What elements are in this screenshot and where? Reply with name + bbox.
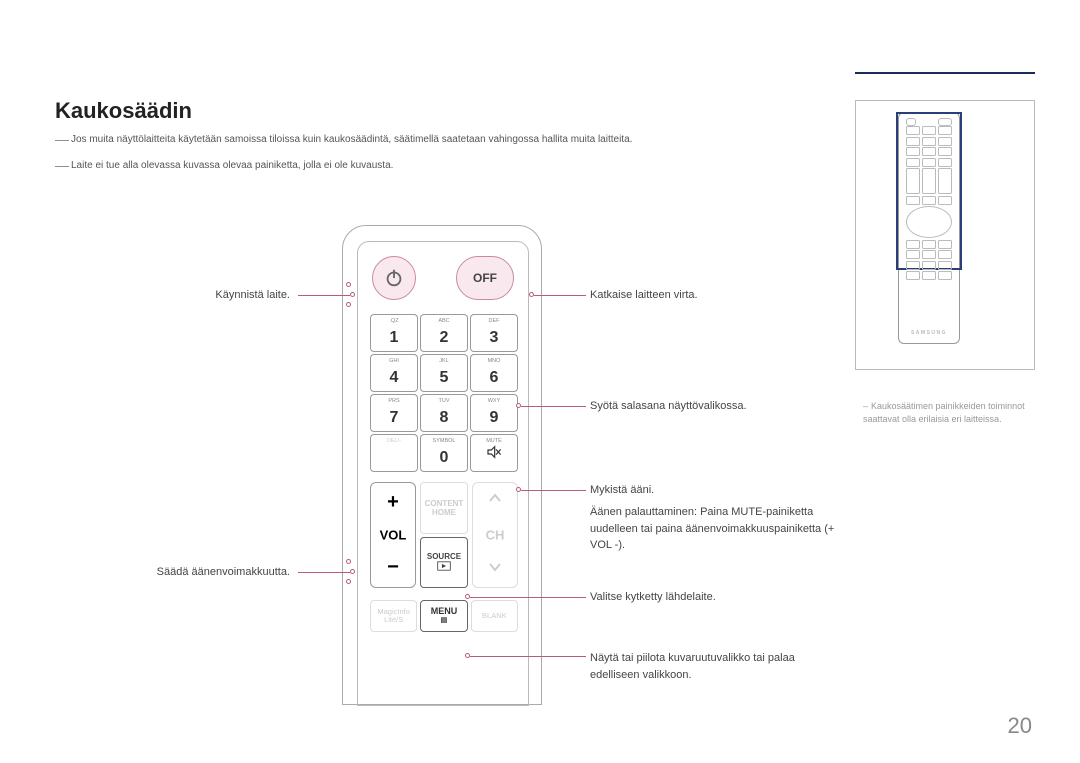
header-rule xyxy=(855,72,1035,74)
connector xyxy=(298,295,350,296)
connector-dot xyxy=(350,569,355,574)
connector-dot xyxy=(465,594,470,599)
label-mute: Mykistä ääni. xyxy=(590,484,830,496)
connector xyxy=(470,656,586,657)
connector-dot xyxy=(346,282,351,287)
label-power-on: Käynnistä laite. xyxy=(120,289,290,301)
label-source: Valitse kytketty lähdelaite. xyxy=(590,591,830,603)
label-menu: Näytä tai piilota kuvaruutuvalikko tai p… xyxy=(590,650,840,683)
mini-off xyxy=(938,118,952,126)
note-1: ―Jos muita näyttölaitteita käytetään sam… xyxy=(55,134,632,145)
numpad: .QZ1ABC2DEF3 GHI4JKL5MNO6 PRS7TUV8WXY9 DEL/… xyxy=(370,314,518,472)
numkey-3[interactable]: DEF3 xyxy=(470,314,518,352)
off-button[interactable]: OFF xyxy=(456,256,514,300)
connector-dot xyxy=(346,559,351,564)
label-volume: Säädä äänenvoimakkuutta. xyxy=(80,566,290,578)
connector xyxy=(298,572,350,573)
numkey-7[interactable]: PRS7 xyxy=(370,394,418,432)
vol-plus: + xyxy=(387,491,399,514)
connector-dot xyxy=(350,292,355,297)
label-pin: Syötä salasana näyttövalikossa. xyxy=(590,400,830,412)
connector-dot xyxy=(465,653,470,658)
content-home-button[interactable]: CONTENT HOME xyxy=(420,482,468,534)
label-mute-restore: Äänen palauttaminen: Paina MUTE-painiket… xyxy=(590,504,840,554)
numkey-8[interactable]: TUV8 xyxy=(420,394,468,432)
magicinfo-button[interactable]: MagicInfo Lite/S xyxy=(370,600,417,632)
power-button[interactable] xyxy=(372,256,416,300)
connector-dot xyxy=(529,292,534,297)
blank-button[interactable]: BLANK xyxy=(471,600,518,632)
connector-dot xyxy=(516,487,521,492)
numkey-2[interactable]: ABC2 xyxy=(420,314,468,352)
remote-inner: OFF .QZ1ABC2DEF3 GHI4JKL5MNO6 PRS7TUV8WXY9… xyxy=(357,241,529,706)
numkey-6[interactable]: MNO6 xyxy=(470,354,518,392)
numkey-mute[interactable]: MUTE xyxy=(470,434,518,472)
ch-up-icon xyxy=(488,491,502,510)
connector xyxy=(534,295,586,296)
source-icon xyxy=(437,561,451,573)
connector-dot xyxy=(516,403,521,408)
numkey-del/-[interactable]: DEL/- xyxy=(370,434,418,472)
menu-row: MagicInfo Lite/S MENU ▤ BLANK xyxy=(370,600,518,632)
ch-down-icon xyxy=(488,560,502,579)
note-2: ―Laite ei tue alla olevassa kuvassa olev… xyxy=(55,160,393,171)
mini-remote-keys xyxy=(906,126,952,280)
center-buttons: CONTENT HOME SOURCE xyxy=(420,482,468,588)
connector xyxy=(470,597,586,598)
connector xyxy=(521,490,586,491)
vol-ch-row: + VOL − CONTENT HOME SOURCE CH xyxy=(370,482,518,588)
volume-rocker[interactable]: + VOL − xyxy=(370,482,416,588)
connector-dot xyxy=(346,302,351,307)
numkey-9[interactable]: WXY9 xyxy=(470,394,518,432)
menu-icon: ▤ xyxy=(441,617,448,625)
page-title: Kaukosäädin xyxy=(55,98,192,124)
connector-dot xyxy=(346,579,351,584)
side-note: –Kaukosäätimen painikkeiden toiminnot sa… xyxy=(863,400,1033,425)
numkey-4[interactable]: GHI4 xyxy=(370,354,418,392)
menu-button[interactable]: MENU ▤ xyxy=(420,600,467,632)
source-button[interactable]: SOURCE xyxy=(420,537,468,589)
numkey-5[interactable]: JKL5 xyxy=(420,354,468,392)
mini-brand-text: SAMSUNG xyxy=(898,330,960,336)
label-power-off: Katkaise laitteen virta. xyxy=(590,289,830,301)
numkey-1[interactable]: .QZ1 xyxy=(370,314,418,352)
connector xyxy=(521,406,586,407)
power-icon xyxy=(383,267,405,289)
vol-minus: − xyxy=(387,556,399,579)
remote-body: OFF .QZ1ABC2DEF3 GHI4JKL5MNO6 PRS7TUV8WXY9… xyxy=(342,225,542,705)
page-number: 20 xyxy=(1008,713,1032,739)
numkey-0[interactable]: SYMBOL0 xyxy=(420,434,468,472)
mini-power xyxy=(906,118,916,126)
mute-icon xyxy=(486,444,502,467)
channel-rocker[interactable]: CH xyxy=(472,482,518,588)
